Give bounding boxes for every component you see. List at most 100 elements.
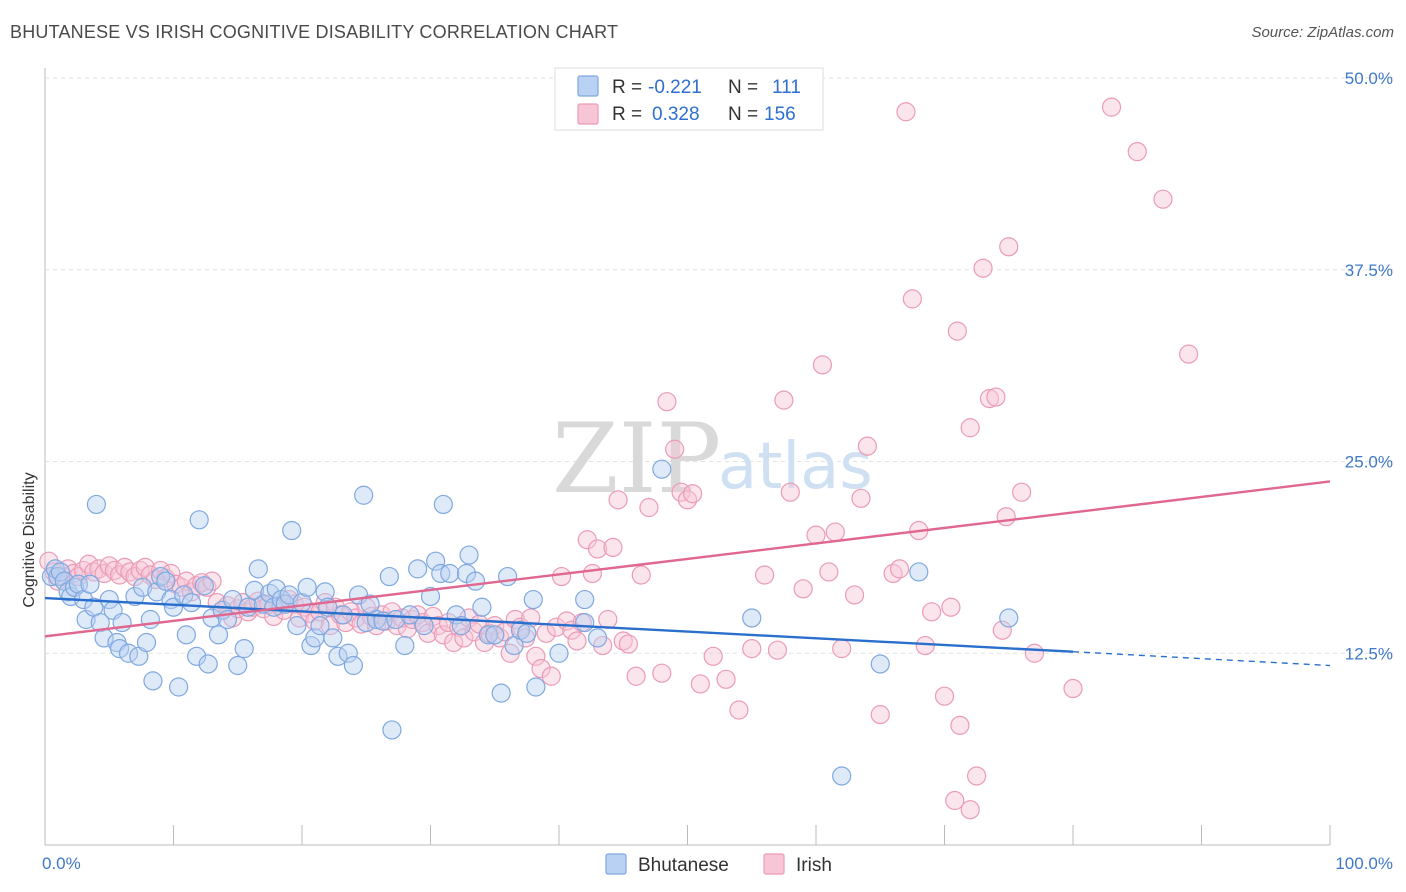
y-axis-label: Cognitive Disability (21, 472, 38, 607)
bhutanese-point (234, 639, 254, 659)
irish-point (716, 669, 736, 689)
bhutanese-point (832, 766, 852, 786)
legend-n-label: N = (728, 77, 758, 98)
irish-point (454, 628, 474, 648)
bhutanese-point (395, 635, 415, 656)
y-tick-labels: 12.5% 25.0% 37.5% 50.0% (1345, 69, 1393, 663)
irish-point (587, 539, 608, 559)
irish-point (618, 634, 638, 654)
watermark-atlas: atlas (718, 430, 873, 504)
irish-point (613, 631, 633, 651)
watermark-zip: ZIP (552, 403, 721, 515)
bhutanese-point (109, 639, 130, 659)
irish-point (812, 355, 833, 375)
legend-r-label: R = (612, 77, 642, 98)
trend-line-extension (1072, 651, 1331, 667)
bhutanese-point (143, 671, 163, 691)
bhutanese-point (315, 582, 335, 602)
irish-point (793, 579, 813, 599)
bhutanese-point (208, 625, 229, 645)
irish-point (767, 640, 788, 660)
bhutanese-point (76, 609, 96, 630)
gridlines (45, 77, 1395, 654)
bhutanese-point (472, 597, 492, 617)
irish-point (433, 625, 453, 645)
bhutanese-point (433, 494, 453, 515)
irish-point (979, 389, 1000, 409)
irish-point (1024, 643, 1045, 663)
bhutanese-point (198, 654, 218, 674)
bottom-legend-bhutanese: Bhutanese (638, 855, 729, 876)
irish-point (999, 237, 1019, 257)
bhutanese-point (228, 655, 248, 676)
bhutanese-point (176, 625, 196, 645)
legend-n-value: 156 (764, 104, 796, 125)
irish-point (915, 635, 935, 656)
irish-point (703, 646, 723, 666)
irish-point (857, 436, 878, 456)
bhutanese-point (163, 597, 184, 617)
legend-swatch-bhutanese (577, 75, 599, 97)
bhutanese-point (549, 643, 569, 663)
bhutanese-point (999, 608, 1019, 628)
irish-point (130, 560, 150, 581)
chart-title: BHUTANESE VS IRISH COGNITIVE DISABILITY … (10, 22, 619, 42)
bhutanese-point (465, 571, 486, 591)
x-tick-labels: 0.0% 100.0% (42, 854, 1393, 873)
irish-point (582, 563, 603, 584)
bhutanese-point (517, 623, 537, 643)
irish-point (639, 497, 659, 518)
irish-point (889, 559, 910, 579)
bhutanese-point (459, 545, 479, 565)
irish-point (598, 609, 618, 630)
legend-r-value: -0.221 (648, 77, 702, 98)
irish-point (947, 321, 967, 341)
y-tick-label: 50.0% (1345, 69, 1393, 88)
bhutanese-point (80, 574, 100, 594)
bhutanese-point (652, 459, 672, 479)
bhutanese-point (187, 646, 207, 666)
irish-point (657, 392, 677, 412)
bhutanese-point (136, 632, 157, 653)
irish-point (922, 602, 942, 622)
bhutanese-point (408, 559, 428, 579)
irish-point (690, 674, 710, 694)
bhutanese-point (282, 520, 302, 541)
trend-lines (44, 480, 1331, 667)
irish-point (945, 790, 965, 811)
irish-point (526, 646, 546, 666)
bhutanese-point (575, 589, 595, 610)
irish-point (1063, 678, 1083, 699)
legend-box (554, 67, 824, 131)
irish-point (742, 639, 762, 659)
irish-point (1127, 142, 1147, 162)
bottom-legend-irish: Irish (796, 855, 832, 876)
irish-point (341, 602, 361, 622)
bhutanese-point (338, 643, 358, 663)
trend-line-bhutanese (44, 596, 1074, 653)
irish-point (1153, 189, 1173, 209)
irish-point (546, 617, 567, 637)
axes (44, 68, 1331, 846)
irish-point (444, 632, 464, 653)
irish-point (996, 507, 1016, 527)
bhutanese-point (426, 551, 446, 571)
bhutanese-point (323, 628, 343, 648)
watermark: ZIP atlas (552, 403, 873, 515)
bhutanese-point (174, 585, 194, 605)
trend-line-irish (44, 480, 1331, 638)
legend-r-label: R = (612, 104, 642, 125)
bhutanese-point (310, 616, 330, 636)
bhutanese-point (491, 683, 511, 703)
bhutanese-point (248, 559, 268, 579)
irish-point (960, 800, 980, 820)
y-tick-label: 25.0% (1345, 453, 1393, 472)
bhutanese-point (575, 612, 595, 633)
legend-n-value: 111 (772, 77, 801, 98)
irish-point (992, 620, 1012, 640)
bottom-legend: Bhutanese Irish (605, 853, 832, 876)
irish-point (819, 562, 839, 582)
irish-point (806, 525, 826, 545)
legend-r-value: 0.328 (652, 104, 700, 125)
